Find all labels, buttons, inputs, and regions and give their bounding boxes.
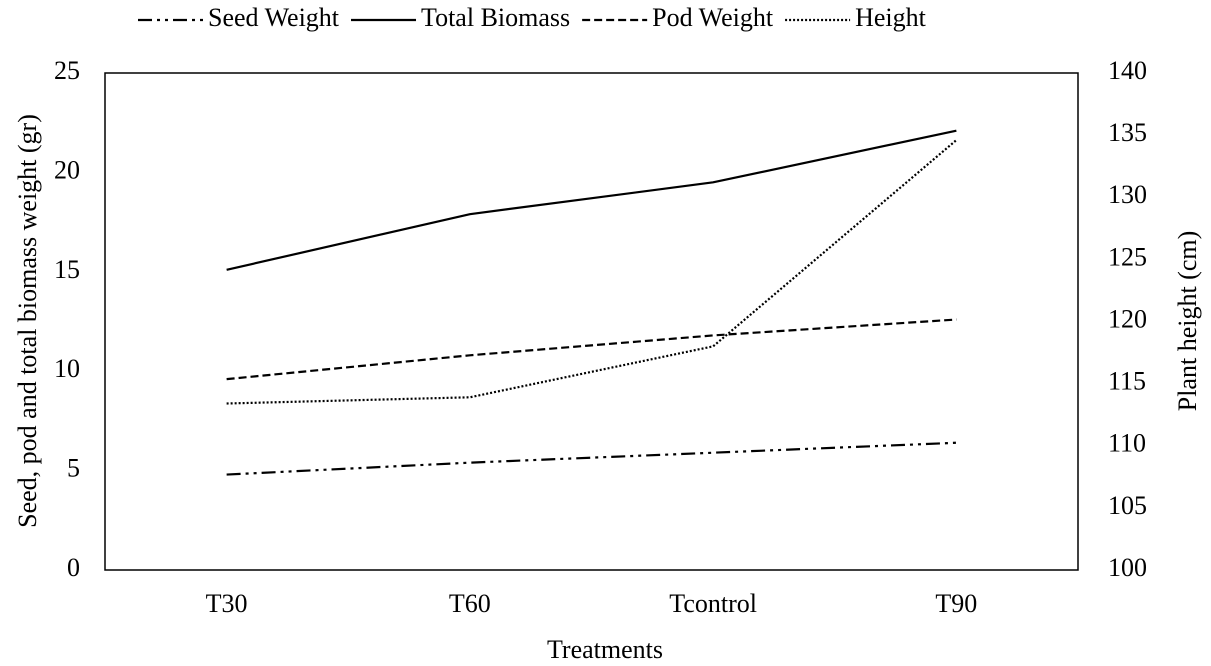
y2-axis-label: Plant height (cm) [1173,231,1202,412]
legend-label: Pod Weight [652,3,774,32]
data-line [226,129,957,271]
legend-label: Height [855,3,927,32]
y2-tick-label: 120 [1108,304,1147,333]
plot-frame [104,72,1079,571]
x-axis-label: Treatments [547,635,663,664]
y-axis-label: Seed, pod and total biomass weight (gr) [13,114,42,528]
y2-tick-label: 100 [1108,553,1147,582]
x-tick-label: T60 [449,589,491,618]
legend-label: Seed Weight [208,3,340,32]
x-tick-label: T90 [935,589,977,618]
y2-tick-label: 105 [1108,491,1147,520]
legend-label: Total Biomass [421,3,570,32]
data-line [226,139,958,405]
y-tick-label: 0 [67,553,80,582]
y2-tick-label: 110 [1108,429,1146,458]
y2-tick-label: 125 [1108,242,1147,271]
y2-tick-label: 135 [1108,118,1147,147]
y-tick-label: 25 [54,56,80,85]
y2-tick-label: 115 [1108,367,1146,396]
y2-tick-label: 140 [1108,56,1147,85]
y-tick-label: 20 [54,155,80,184]
data-line [226,441,957,476]
x-tick-label: Tcontrol [669,589,757,618]
y-tick-label: 10 [54,354,80,383]
x-tick-label: T30 [206,589,248,618]
data-line [226,318,957,381]
y-tick-label: 5 [67,454,80,483]
y2-tick-label: 130 [1108,180,1147,209]
y-tick-label: 15 [54,255,80,284]
